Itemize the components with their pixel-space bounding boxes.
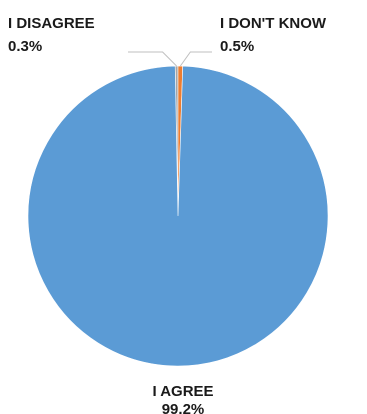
slice-label-dont-know: I DON'T KNOW <box>220 15 327 32</box>
leader-line-dont-know <box>179 51 212 67</box>
slice-value-disagree: 0.3% <box>8 38 42 55</box>
leader-line-disagree <box>128 51 177 67</box>
leader-lines <box>128 51 212 67</box>
slice-label-disagree: I DISAGREE <box>8 15 95 32</box>
slice-value-dont-know: 0.5% <box>220 38 254 55</box>
slice-value-agree: 99.2% <box>162 401 205 414</box>
pie-slices <box>27 65 329 367</box>
pie-slice-agree <box>27 65 329 367</box>
slice-label-agree: I AGREE <box>152 383 213 400</box>
